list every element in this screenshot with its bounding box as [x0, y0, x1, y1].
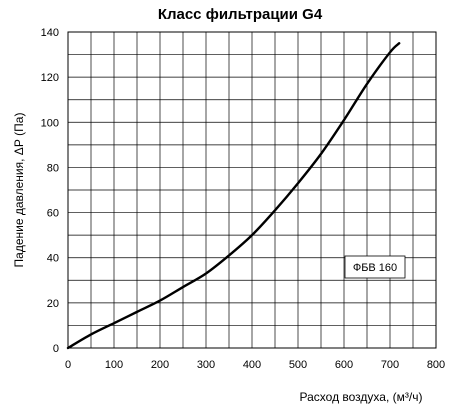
y-tick-label: 120: [41, 72, 59, 84]
plot-frame: [67, 31, 437, 349]
x-tick-label: 0: [65, 359, 71, 371]
x-axis-label: Расход воздуха, (м³/ч): [300, 390, 423, 404]
y-tick-label: 100: [41, 117, 59, 129]
y-tick-label: 40: [47, 253, 59, 265]
x-tick-label: 100: [105, 359, 123, 371]
y-tick-label: 60: [47, 208, 59, 220]
x-tick-label: 800: [427, 359, 445, 371]
legend-label: ФБВ 160: [353, 262, 397, 274]
chart-title: Класс фильтрации G4: [158, 6, 323, 23]
grid: [67, 31, 437, 349]
x-axis-ticks: 0 100 200 300 400 500 600 700 800: [65, 359, 445, 371]
y-tick-label: 0: [53, 343, 59, 355]
legend: ФБВ 160: [344, 255, 406, 279]
x-tick-label: 600: [335, 359, 353, 371]
y-axis-label: Падение давления, ΔР (Па): [12, 113, 26, 268]
y-tick-label: 140: [41, 27, 59, 39]
x-tick-label: 200: [151, 359, 169, 371]
x-tick-label: 700: [381, 359, 399, 371]
y-axis-ticks: 0 20 40 60 80 100 120 140: [41, 27, 59, 355]
legend-box: [344, 255, 406, 279]
x-tick-label: 500: [289, 359, 307, 371]
y-tick-label: 20: [47, 298, 59, 310]
x-tick-label: 400: [243, 359, 261, 371]
y-tick-label: 80: [47, 162, 59, 174]
series-line: [66, 42, 401, 350]
series-layer: [66, 42, 401, 350]
x-tick-label: 300: [197, 359, 215, 371]
